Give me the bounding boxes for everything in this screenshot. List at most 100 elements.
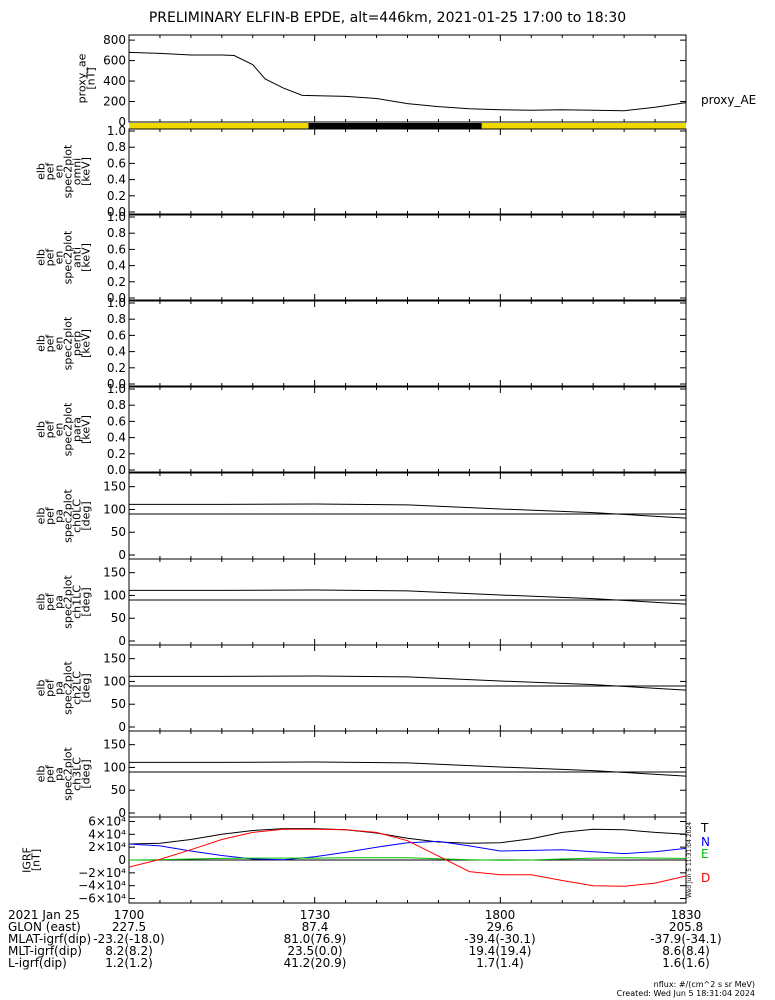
footer-value: 1800	[484, 908, 516, 922]
y-tick-label: 0	[118, 720, 126, 734]
y-axis-label: pef	[44, 764, 57, 783]
y-tick-label: 50	[111, 697, 126, 711]
loss-cone-line	[129, 675, 687, 691]
y-axis-label: perp	[71, 331, 84, 356]
y-tick-label: 4×10⁴	[88, 827, 126, 841]
page-title: PRELIMINARY ELFIN-B EPDE, alt=446km, 202…	[148, 10, 627, 26]
igrf-N-line	[128, 840, 687, 861]
y-axis-label: IGRF	[21, 847, 34, 873]
y-axis-label: proxy_ae	[76, 53, 89, 103]
igrf-E-line	[128, 857, 687, 861]
y-tick-label: 0.4	[107, 431, 126, 445]
footer-value: -37.9(-34.1)	[650, 932, 722, 946]
y-axis-label: elb	[35, 421, 48, 438]
y-axis-label: en	[53, 165, 66, 179]
y-tick-label: 0.0	[107, 205, 126, 219]
y-axis-label: [nT]	[85, 67, 98, 89]
loss-cone-line	[129, 503, 687, 519]
footer-row-label: MLAT-igrf(dip)	[8, 932, 92, 946]
y-tick-label: 0.4	[107, 173, 126, 187]
y-axis-label: en	[53, 423, 66, 437]
y-axis-label: omni	[71, 158, 84, 185]
y-tick-label: −2×10⁴	[78, 866, 126, 880]
legend-D: D	[701, 871, 710, 885]
footer-value: 205.8	[668, 920, 704, 934]
y-axis-label: ch2LC	[71, 671, 84, 705]
panel-ch2LC	[128, 644, 687, 732]
y-axis-label: spec2plot	[62, 144, 75, 198]
footer-value: 8.2(8.2)	[105, 944, 153, 958]
footer-value: 29.6	[486, 920, 514, 934]
panel-omni	[128, 128, 687, 215]
y-tick-label: 50	[111, 611, 126, 625]
y-tick-label: 0.2	[107, 189, 126, 203]
y-tick-label: 100	[103, 588, 126, 602]
legend-N: N	[701, 835, 710, 849]
panel-perp	[128, 300, 687, 387]
y-tick-label: 0.8	[107, 140, 126, 154]
y-axis-label: elb	[35, 508, 48, 525]
panel-proxy-ae	[128, 34, 687, 123]
proxy-ae-line	[128, 51, 687, 112]
footer-value: 1.6(1.6)	[662, 956, 710, 970]
footer-value: 227.5	[111, 920, 147, 934]
footer-value: -39.4(-30.1)	[464, 932, 536, 946]
y-tick-label: 0.6	[107, 328, 126, 342]
y-tick-label: 0	[118, 806, 126, 820]
y-axis-label: [keV]	[80, 415, 93, 444]
y-tick-label: 6×10⁴	[88, 814, 126, 828]
y-tick-label: 0.8	[107, 312, 126, 326]
y-tick-label: 400	[103, 74, 126, 88]
y-axis-label: [deg]	[80, 501, 93, 530]
footer-value: 1830	[670, 908, 702, 922]
y-tick-label: 0.2	[107, 447, 126, 461]
y-axis-label: ch3LC	[71, 757, 84, 791]
y-tick-label: 0	[118, 548, 126, 562]
y-axis-label: [deg]	[80, 673, 93, 702]
y-axis-label: pa	[53, 767, 66, 781]
y-axis-label: [deg]	[80, 759, 93, 788]
footer-value: 23.5(0.0)	[287, 944, 343, 958]
y-tick-label: 2×10⁴	[88, 840, 126, 854]
footer-value: 81.0(76.9)	[283, 932, 347, 946]
y-tick-label: 100	[103, 760, 126, 774]
y-tick-label: 0.4	[107, 259, 126, 273]
y-axis-label: pa	[53, 681, 66, 695]
y-axis-label: elb	[35, 680, 48, 697]
y-axis-label: pef	[44, 162, 57, 181]
panel-ch0LC	[128, 472, 687, 560]
y-tick-label: 0.8	[107, 398, 126, 412]
y-axis-label: pa	[53, 595, 66, 609]
footer-row-label: GLON (east)	[8, 920, 81, 934]
y-tick-label: 0.6	[107, 242, 126, 256]
footer-value: 19.4(19.4)	[468, 944, 532, 958]
y-tick-label: 150	[103, 738, 126, 752]
y-tick-label: 150	[103, 566, 126, 580]
y-axis-label: pef	[44, 678, 57, 697]
y-axis-label: elb	[35, 249, 48, 266]
y-tick-label: 800	[103, 33, 126, 47]
y-tick-label: 150	[103, 480, 126, 494]
y-tick-label: 0.6	[107, 156, 126, 170]
y-axis-label: spec2plot	[62, 661, 75, 715]
footer-value: -23.2(-18.0)	[93, 932, 165, 946]
y-tick-label: 1.0	[107, 210, 126, 224]
y-tick-label: 1.0	[107, 124, 126, 138]
footer-value: 1.7(1.4)	[476, 956, 524, 970]
y-tick-label: 150	[103, 652, 126, 666]
y-axis-label: spec2plot	[62, 747, 75, 801]
panel-para	[128, 386, 687, 473]
y-axis-label: pef	[44, 506, 57, 525]
y-axis-label: en	[53, 251, 66, 265]
y-tick-label: 200	[103, 95, 126, 109]
legend-T: T	[700, 821, 709, 835]
legend-E: E	[701, 847, 709, 861]
y-tick-label: 50	[111, 525, 126, 539]
y-tick-label: 0.0	[107, 377, 126, 391]
y-tick-label: 1.0	[107, 296, 126, 310]
y-tick-label: 0.2	[107, 275, 126, 289]
y-axis-label: ch1LC	[71, 585, 84, 619]
y-tick-label: 0.6	[107, 414, 126, 428]
y-axis-label: en	[53, 337, 66, 351]
footer-value: 8.6(8.4)	[662, 944, 710, 958]
